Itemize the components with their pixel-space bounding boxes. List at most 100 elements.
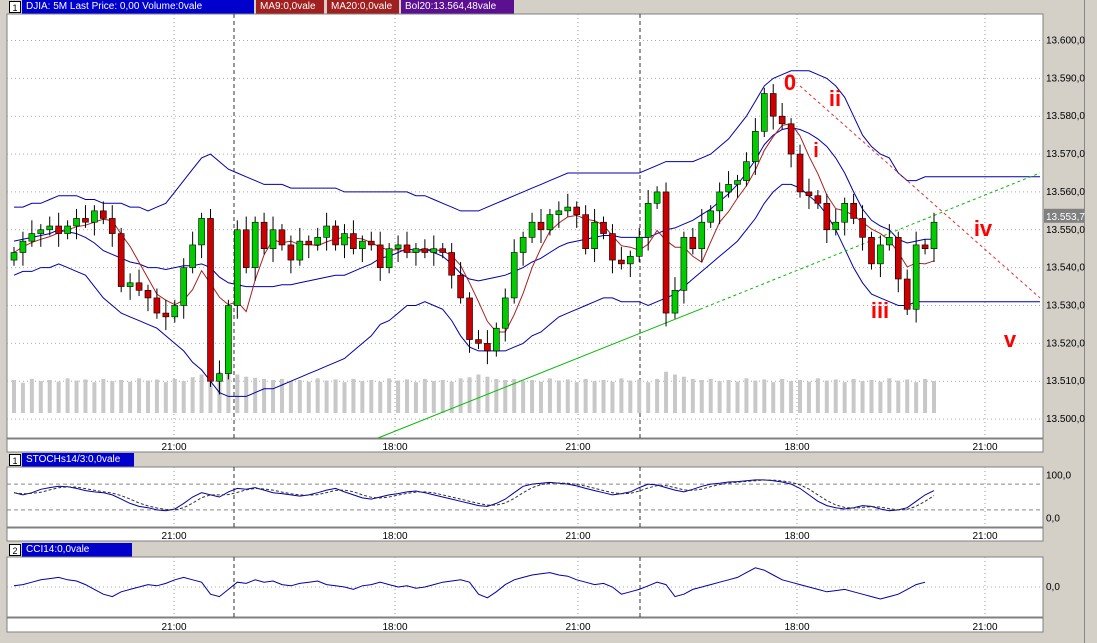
volume-bar-36 (333, 379, 338, 413)
volume-bar-75 (681, 376, 686, 413)
x-tick-0-4: 21:00 (972, 442, 997, 453)
time-axis-1 (6, 438, 1044, 453)
candle-body-22 (207, 218, 214, 382)
y-tick-main-6: 13.560,0 (1046, 187, 1085, 198)
volume-bar-29 (271, 380, 276, 413)
candle-body-87 (787, 123, 795, 155)
wave-label-i: i (813, 140, 819, 162)
candle-body-33 (305, 240, 313, 246)
candle-body-68 (618, 259, 625, 265)
candle-body-15 (144, 290, 152, 299)
volume-bar-96 (869, 380, 874, 413)
volume-bar-14 (137, 378, 142, 413)
volume-bar-57 (521, 381, 526, 413)
y-tick-stoch-1: 0,0 (1046, 513, 1060, 524)
candle-body-91 (823, 202, 831, 231)
volume-bar-33 (306, 381, 311, 413)
x-tick-1-1: 18:00 (382, 531, 407, 542)
candle-body-4 (46, 225, 54, 231)
candle-body-47 (430, 248, 438, 253)
volume-bar-62 (565, 379, 570, 413)
volume-bar-7 (74, 380, 79, 413)
volume-bar-72 (655, 378, 660, 413)
volume-bar-1 (20, 382, 25, 413)
candle-body-39 (359, 240, 366, 250)
volume-bar-20 (190, 377, 195, 413)
volume-bar-19 (181, 381, 186, 413)
volume-bar-91 (824, 380, 829, 413)
candle-body-25 (234, 229, 241, 306)
candle-body-50 (457, 274, 464, 299)
candle-body-35 (323, 225, 330, 238)
volume-bar-46 (422, 378, 427, 413)
volume-bar-6 (65, 378, 70, 413)
volume-bar-73 (664, 371, 669, 413)
volume-bar-42 (387, 378, 392, 413)
volume-bar-71 (646, 382, 651, 413)
candle-body-71 (644, 202, 652, 238)
price-tag-bg (1044, 208, 1084, 223)
volume-bar-69 (628, 380, 633, 413)
candle-body-31 (287, 244, 295, 261)
volume-bar-58 (530, 380, 535, 413)
candles (10, 84, 938, 395)
candle-body-100 (903, 278, 911, 310)
price-tag-text: 13.553,7 (1046, 212, 1085, 223)
stoch-panel-index-box[interactable]: 1 (9, 454, 21, 466)
candle-body-73 (662, 191, 670, 314)
x-tick-0-0: 21:00 (161, 442, 186, 453)
candle-body-63 (573, 206, 581, 215)
volume-bar-83 (753, 380, 758, 413)
y-tick-main-4: 13.540,0 (1046, 263, 1085, 274)
volume-bar-59 (538, 381, 543, 413)
volume-bar-68 (619, 378, 624, 413)
candle-body-43 (394, 244, 402, 250)
volume-bar-95 (860, 381, 865, 413)
volume-bar-99 (896, 380, 901, 413)
stoch-panel-header: STOCHs14/3:0,0vale (22, 453, 134, 467)
volume-bar-50 (458, 378, 463, 413)
main-panel-index-box[interactable]: 1 (9, 1, 21, 13)
volume-bar-77 (699, 380, 704, 413)
candle-body-48 (439, 248, 447, 253)
candle-body-32 (296, 240, 304, 261)
y-tick-main-0: 13.500,0 (1046, 414, 1085, 425)
volume-bar-88 (798, 380, 803, 413)
y-tick-main-7: 13.570,0 (1046, 149, 1085, 160)
trendline-dashed (699, 172, 1041, 310)
volume-bar-16 (154, 379, 159, 413)
volume-bar-80 (726, 380, 731, 413)
y-tick-main-1: 13.510,0 (1046, 376, 1085, 387)
wave-label-iv: iv (974, 216, 993, 241)
volume-bar-74 (672, 374, 677, 413)
candle-body-70 (635, 237, 643, 257)
candle-body-84 (760, 93, 768, 132)
candle-body-5 (55, 225, 62, 234)
candle-body-59 (537, 221, 545, 231)
cci-panel-index-box[interactable]: 2 (9, 544, 21, 556)
volume-bar-28 (262, 378, 267, 413)
volume-bar-24 (226, 373, 231, 413)
candle-body-77 (698, 221, 706, 250)
x-tick-2-3: 18:00 (784, 622, 809, 633)
candle-body-75 (680, 237, 688, 291)
candle-body-76 (689, 237, 697, 250)
volume-bar-27 (253, 377, 258, 413)
volume-bar-22 (208, 369, 213, 413)
ma9-line (13, 123, 935, 333)
vertical-scrollbar[interactable] (1084, 0, 1097, 643)
wave-label-iii: iii (871, 298, 889, 323)
candle-body-53 (484, 343, 491, 352)
volume-bar-87 (789, 381, 794, 413)
candle-body-51 (466, 297, 473, 340)
candle-body-93 (841, 202, 848, 223)
x-tick-2-1: 18:00 (382, 622, 407, 633)
x-tick-1-2: 21:00 (565, 531, 590, 542)
x-tick-0-3: 18:00 (784, 442, 809, 453)
main-panel-header: DJIA: 5M Last Price: 0,00 Volume:0vale (22, 0, 254, 14)
candle-body-57 (519, 237, 527, 253)
ma20-label: MA20:0,0vale (327, 0, 399, 14)
candle-body-101 (912, 244, 920, 310)
volume-bar-92 (833, 379, 838, 413)
